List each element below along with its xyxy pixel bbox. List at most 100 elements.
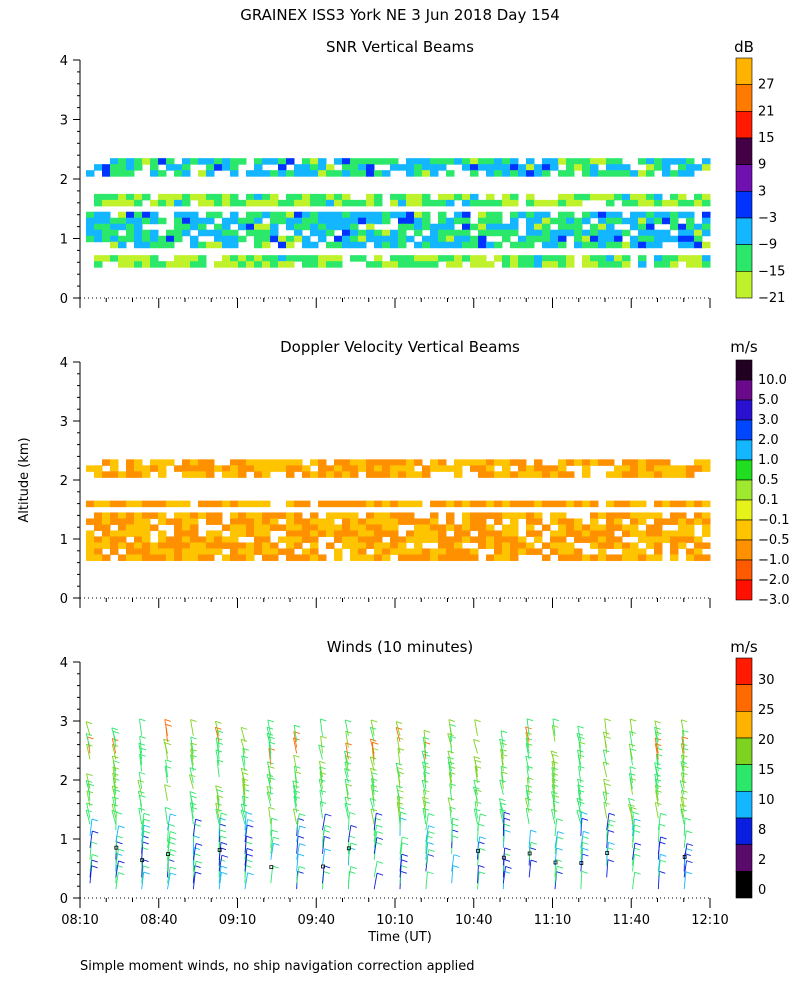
heatmap-cell [598, 548, 607, 555]
wind-barb [240, 810, 246, 825]
heatmap-cell [678, 193, 687, 201]
colorbar-swatch [735, 737, 753, 765]
wind-barb-flag [85, 733, 93, 736]
heatmap-cell [142, 241, 151, 249]
wind-barb-flag [349, 811, 356, 815]
heatmap-cell [406, 193, 415, 201]
wind-barb [345, 742, 349, 760]
wind-barb [89, 818, 93, 837]
wind-barb [654, 720, 659, 736]
wind-barb-flag [452, 835, 459, 839]
y-tick-label: 0 [60, 292, 68, 307]
wind-barb-flag [271, 817, 278, 821]
heatmap-cell [158, 530, 167, 537]
heatmap-cell [102, 554, 111, 561]
heatmap-cell [678, 500, 687, 508]
wind-barb [215, 737, 220, 754]
heatmap-cell [190, 524, 199, 531]
heatmap-cell [574, 536, 583, 543]
heatmap-cell [478, 465, 487, 472]
heatmap-cell [254, 548, 263, 555]
wind-barb-flag [422, 796, 429, 800]
wind-barb-flag [325, 813, 332, 817]
wind-barb [396, 785, 401, 801]
heatmap-cell [134, 512, 143, 519]
wind-barb-flag [659, 823, 666, 827]
wind-barb [525, 737, 530, 754]
y-tick-label: 2 [60, 774, 68, 789]
colorbar-tick-label: 5.0 [758, 393, 779, 408]
heatmap-cell [606, 261, 615, 268]
wind-barb-flag [247, 819, 254, 822]
heatmap-cell [334, 158, 343, 165]
wind-barb-flag [299, 843, 306, 846]
heatmap-cell [598, 193, 607, 201]
heatmap-cell [286, 261, 295, 268]
heatmap-cell [294, 459, 303, 466]
heatmap-cell [270, 261, 279, 268]
heatmap-cell [638, 170, 647, 177]
heatmap-cell [390, 536, 399, 543]
wind-barb-flag [370, 726, 377, 730]
wind-barb-flag [686, 843, 694, 847]
heatmap-cell [126, 229, 135, 237]
wind-barb [164, 719, 168, 736]
heatmap-cell [606, 542, 615, 549]
wind-barb-flag [530, 829, 537, 833]
heatmap-cell [230, 241, 239, 249]
heatmap-cell [246, 199, 255, 207]
heatmap-cell [478, 261, 487, 268]
heatmap-cell [358, 235, 367, 243]
heatmap-cell [574, 241, 583, 249]
heatmap-cell [126, 512, 135, 519]
heatmap-cell [158, 500, 167, 508]
heatmap-cell [542, 542, 551, 549]
wind-barb-flag [680, 796, 688, 800]
heatmap-cell [598, 536, 607, 543]
heatmap-cell [574, 158, 583, 165]
wind-barb [447, 750, 453, 766]
heatmap-cell [566, 548, 575, 555]
wind-barb-flag [138, 807, 145, 811]
heatmap-cell [214, 193, 223, 201]
wind-barb [477, 813, 481, 831]
heatmap-cell [110, 512, 119, 519]
heatmap-cell [654, 459, 663, 466]
heatmap-cell [94, 465, 103, 472]
heatmap-cell [230, 471, 239, 478]
heatmap-cell [454, 261, 463, 268]
wind-barb-flag [447, 750, 454, 754]
heatmap-cell [182, 217, 191, 225]
heatmap-cell [670, 465, 679, 472]
heatmap-cell [574, 217, 583, 225]
wind-barb [190, 754, 194, 772]
wind-barb [343, 751, 349, 766]
heatmap-cell [286, 548, 295, 555]
heatmap-cell [590, 459, 599, 466]
colorbar-swatch [735, 111, 753, 139]
wind-barb [421, 780, 427, 795]
wind-barb [604, 718, 608, 736]
heatmap-cell [270, 235, 279, 243]
heatmap-cell [446, 255, 455, 262]
heatmap-cell [518, 241, 527, 249]
heatmap-cell [694, 193, 703, 201]
wind-barb [240, 739, 246, 754]
heatmap-cell [502, 536, 511, 543]
heatmap-cell [582, 170, 591, 177]
heatmap-cell [206, 536, 215, 543]
heatmap-cell [374, 524, 383, 531]
colorbar-swatch [735, 164, 753, 192]
heatmap-cell [134, 518, 143, 525]
wind-barb-flag [551, 760, 559, 764]
wind-barb [85, 721, 91, 736]
wind-barb [319, 801, 323, 819]
wind-barb [270, 837, 274, 854]
heatmap-cell [414, 500, 423, 508]
wind-barb [89, 831, 93, 848]
heatmap-cell [318, 229, 327, 237]
heatmap-cell [158, 261, 167, 268]
wind-barb-flag [247, 824, 254, 828]
wind-barb [525, 732, 530, 748]
wind-barb [111, 803, 117, 819]
